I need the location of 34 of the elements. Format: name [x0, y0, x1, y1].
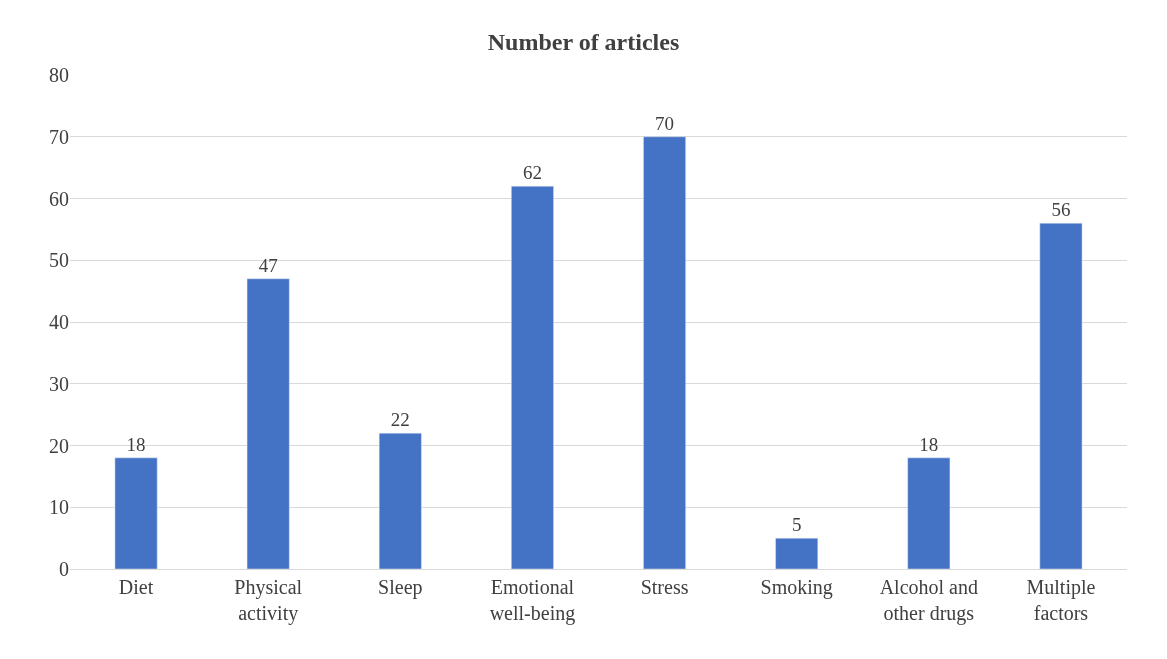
data-label: 56: [1051, 199, 1071, 221]
data-label: 47: [258, 254, 278, 276]
y-tick-label: 80: [49, 64, 69, 86]
bar: [907, 457, 951, 569]
bar: [775, 537, 819, 569]
x-tick-label: Multiple factors: [1026, 576, 1096, 624]
x-tick-label: Sleep: [378, 576, 423, 599]
bar: [511, 185, 554, 569]
y-tick-label: 70: [49, 125, 69, 148]
data-label: 18: [919, 433, 939, 455]
data-label: 18: [126, 433, 146, 455]
y-tick-label: 0: [59, 558, 69, 580]
x-tick-label: Emotional well-being: [489, 576, 576, 625]
bar: [246, 278, 290, 569]
y-tick-label: 20: [49, 434, 69, 457]
data-label: 5: [791, 514, 802, 536]
y-tick-label: 50: [49, 249, 69, 272]
y-tick-label: 30: [49, 372, 69, 395]
bar: [114, 457, 158, 569]
data-label: 22: [390, 409, 410, 431]
y-tick-label: 10: [49, 496, 69, 519]
x-tick-label: Alcohol and other drugs: [879, 576, 978, 625]
x-tick-label: Diet: [118, 576, 154, 598]
x-tick-label: Physical activity: [234, 576, 303, 625]
y-tick-label: 60: [49, 187, 69, 210]
y-tick-label: 40: [49, 311, 69, 333]
data-label: 70: [655, 112, 675, 134]
chart-title: Number of articles: [487, 28, 680, 55]
x-tick-label: Stress: [640, 576, 689, 598]
bar: [643, 136, 686, 569]
x-tick-label: Smoking: [760, 576, 833, 599]
bar: [378, 432, 422, 569]
data-label: 62: [522, 162, 542, 184]
bar: [1039, 222, 1083, 569]
